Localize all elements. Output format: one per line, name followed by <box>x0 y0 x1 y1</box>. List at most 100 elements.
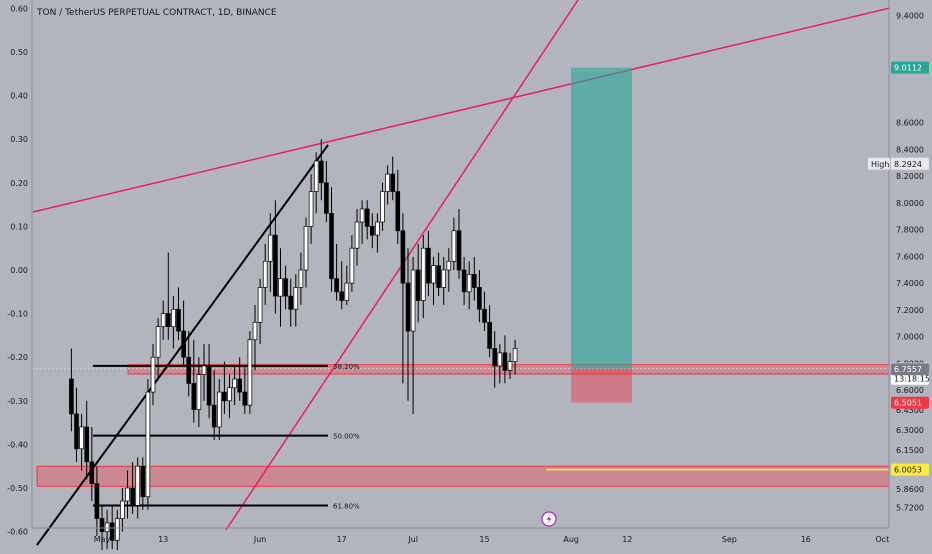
candle <box>472 256 477 301</box>
candle <box>89 426 95 502</box>
chart-title: TON / TetherUS PERPETUAL CONTRACT, 1D, B… <box>36 8 277 18</box>
candle <box>446 248 452 292</box>
candle-body <box>171 308 176 328</box>
candle-body <box>446 260 452 271</box>
price-label[interactable]: 6.5051 <box>891 396 929 409</box>
candle <box>349 235 355 292</box>
candle-body <box>472 274 477 288</box>
candle <box>426 230 431 297</box>
price-label[interactable]: 6.0053 <box>891 463 929 476</box>
candle-body <box>487 321 492 349</box>
candle <box>69 348 74 432</box>
price-label-box <box>891 463 929 476</box>
right-axis-tick-label: 6.6000 <box>896 386 924 395</box>
candle <box>324 161 329 223</box>
candle-body <box>313 160 319 192</box>
candle <box>232 365 237 406</box>
left-axis-tick-label: 0.30 <box>10 135 28 144</box>
candle-body <box>497 352 503 367</box>
candle-body <box>477 287 482 310</box>
price-label-box <box>891 363 929 376</box>
candle-body <box>242 391 248 406</box>
candle-body <box>334 278 339 293</box>
time-axis-tick-label: Sep <box>722 535 737 544</box>
candle <box>181 300 186 366</box>
candle-body <box>196 374 202 410</box>
candle <box>298 252 304 305</box>
candle-body <box>451 230 457 262</box>
candle-body <box>507 361 513 371</box>
candle <box>140 457 146 510</box>
candle <box>109 505 115 550</box>
candle <box>477 270 482 323</box>
price-label-value: 6.5051 <box>894 399 922 408</box>
candle <box>385 165 390 205</box>
candle-body <box>349 247 355 284</box>
left-axis-tick-label: -0.40 <box>7 440 28 449</box>
right-axis-tick-label: 7.6000 <box>896 252 924 261</box>
candle <box>461 256 467 305</box>
candle-body <box>364 208 370 227</box>
right-axis-tick-label: 9.4000 <box>896 12 924 21</box>
candle-body <box>303 226 309 271</box>
right-axis-tick-label: 6.3000 <box>896 426 924 435</box>
time-axis-tick-label: 12 <box>622 535 632 544</box>
candle-body <box>186 356 191 384</box>
right-axis-tick-label: 8.0000 <box>896 199 924 208</box>
left-axis-tick-label: 0.40 <box>10 92 28 101</box>
candle <box>166 252 171 340</box>
candle <box>492 331 497 388</box>
time-axis-tick-label: Oct <box>875 535 889 544</box>
price-label-box <box>891 61 929 74</box>
candle <box>354 208 360 266</box>
candle <box>252 304 258 371</box>
fib-level-label: 38.20% <box>333 363 360 371</box>
candle-body <box>181 330 186 358</box>
candle-body <box>441 269 446 288</box>
candle <box>217 379 222 441</box>
candle-body <box>257 287 263 323</box>
lightning-icon[interactable] <box>541 511 557 527</box>
candle <box>283 265 288 310</box>
candle <box>334 243 339 301</box>
candle <box>497 344 503 384</box>
candle <box>206 344 212 419</box>
candle <box>160 300 166 340</box>
candle-body <box>426 247 431 284</box>
candle-body <box>99 518 105 532</box>
candle-body <box>410 269 416 332</box>
price-label[interactable]: 9.0112 <box>891 61 929 74</box>
price-label[interactable]: 6.7557 <box>891 363 929 376</box>
left-axis-tick-label: 0.60 <box>10 4 28 13</box>
candle <box>441 256 446 305</box>
stop-loss-zone[interactable] <box>571 368 632 403</box>
countdown-label: 13:18:15 <box>894 375 930 384</box>
left-axis-tick-label: 0.20 <box>10 179 28 188</box>
candle-body <box>298 269 304 288</box>
candle <box>247 331 253 414</box>
candle-body <box>354 221 360 249</box>
candle-body <box>395 191 401 232</box>
pink-channel-line[interactable] <box>32 7 891 213</box>
candle-body <box>268 234 273 262</box>
candle <box>211 370 217 441</box>
profit-zone[interactable] <box>571 67 632 369</box>
price-label-value: 9.0112 <box>894 64 922 73</box>
candle <box>308 174 314 244</box>
candle <box>145 379 151 510</box>
candle-body <box>232 378 237 389</box>
candle-body <box>227 387 232 402</box>
candle <box>436 252 441 297</box>
candle <box>155 317 161 379</box>
candle-body <box>375 221 380 236</box>
price-label-value: 8.2924 <box>894 160 922 169</box>
candle <box>79 413 84 471</box>
price-label-box <box>891 396 929 409</box>
time-axis-tick-label: 17 <box>337 535 347 544</box>
right-axis-tick-label: 7.4000 <box>896 279 924 288</box>
candle <box>410 256 416 414</box>
candle <box>191 339 197 423</box>
price-label[interactable]: 8.2924 High <box>868 157 929 170</box>
